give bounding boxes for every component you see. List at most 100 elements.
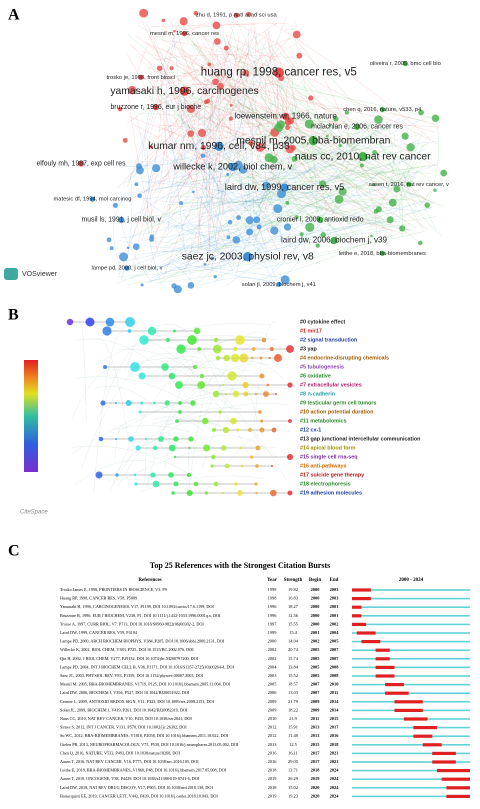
link	[168, 21, 354, 227]
panel-label: B	[8, 307, 19, 324]
node	[118, 216, 125, 224]
link	[174, 387, 268, 455]
citation-node	[139, 335, 149, 345]
link	[253, 137, 331, 188]
link	[390, 132, 423, 190]
timeline-track	[352, 675, 470, 677]
link	[159, 200, 421, 274]
cluster-label: #10 action potential duration	[300, 409, 373, 415]
citation-node	[211, 427, 217, 433]
node	[418, 109, 424, 116]
citation-node	[286, 345, 294, 353]
link	[331, 138, 348, 161]
link	[129, 196, 250, 279]
begin: 2000	[311, 613, 321, 618]
node	[126, 246, 130, 250]
link	[148, 61, 247, 135]
link	[266, 20, 431, 140]
link	[170, 85, 443, 207]
link	[148, 81, 278, 230]
node	[173, 29, 176, 33]
link	[127, 22, 278, 124]
link	[218, 134, 400, 207]
link	[153, 71, 438, 120]
link	[145, 116, 411, 224]
year: 2010	[268, 716, 278, 721]
link	[417, 187, 430, 207]
node	[370, 234, 373, 238]
link	[236, 19, 299, 191]
reference: Laird DW, 1999, CANCER RES, V59, P4104	[60, 630, 138, 636]
reference: Qin H, 2002, J BIOL CHEM, V277, P29132, …	[60, 656, 199, 662]
link	[370, 161, 421, 240]
link	[118, 139, 160, 276]
link	[248, 165, 280, 245]
node-label: yamasaki h, 1996, carcinogenes	[110, 86, 258, 97]
link	[144, 355, 202, 381]
link	[146, 402, 289, 446]
link	[182, 105, 228, 204]
node	[213, 38, 221, 45]
link	[151, 139, 381, 223]
link	[184, 121, 298, 178]
burst-bar	[413, 726, 437, 730]
node	[213, 275, 217, 279]
link	[135, 90, 315, 183]
link	[196, 33, 217, 251]
link	[162, 218, 405, 253]
node	[217, 74, 220, 77]
node	[205, 98, 211, 104]
link	[135, 114, 152, 233]
link	[191, 373, 219, 471]
link	[296, 40, 355, 155]
citation-node	[250, 356, 254, 360]
citation-node	[259, 427, 265, 433]
link	[201, 33, 260, 164]
end: 2018	[330, 742, 340, 747]
link	[135, 180, 261, 207]
node	[138, 74, 144, 80]
citation-node	[274, 392, 278, 396]
reference: Huang RP, 1998, CANCER RES, V58, P5089	[60, 596, 137, 602]
citation-node	[197, 381, 206, 389]
link	[196, 277, 274, 288]
burst-bar	[352, 588, 371, 592]
node	[330, 236, 338, 245]
link	[427, 118, 439, 202]
link	[141, 181, 410, 231]
link	[182, 103, 234, 267]
burst-bar	[356, 631, 376, 635]
node	[149, 145, 154, 149]
strength: 15.4	[289, 630, 297, 635]
end: 2008	[330, 664, 340, 669]
link	[213, 177, 357, 253]
link	[399, 143, 426, 220]
citation-node	[134, 482, 138, 486]
node	[440, 169, 448, 177]
link	[143, 96, 208, 120]
citation-node	[164, 400, 170, 406]
link	[141, 212, 253, 243]
reference: Willecke K, 2002, BIOL CHEM, V383, P725,…	[60, 647, 194, 653]
column-header: References	[138, 578, 161, 583]
link	[161, 368, 196, 384]
node	[372, 183, 376, 187]
citation-node	[197, 347, 202, 351]
begin: 2000	[311, 604, 321, 609]
link	[166, 420, 228, 430]
citation-node	[211, 454, 216, 460]
node-label: saez jc, 2003, physiol rev, v8	[182, 251, 314, 262]
node	[270, 155, 278, 164]
citation-node	[286, 453, 294, 461]
node	[296, 52, 303, 59]
citation-node	[186, 489, 193, 497]
timeline-track	[352, 640, 470, 643]
node	[122, 137, 128, 143]
link	[343, 125, 377, 237]
link	[181, 83, 350, 120]
citation-node	[243, 391, 249, 397]
link	[162, 337, 268, 377]
begin: 2011	[311, 716, 320, 721]
citation-node	[287, 382, 293, 388]
citation-node	[193, 365, 197, 369]
